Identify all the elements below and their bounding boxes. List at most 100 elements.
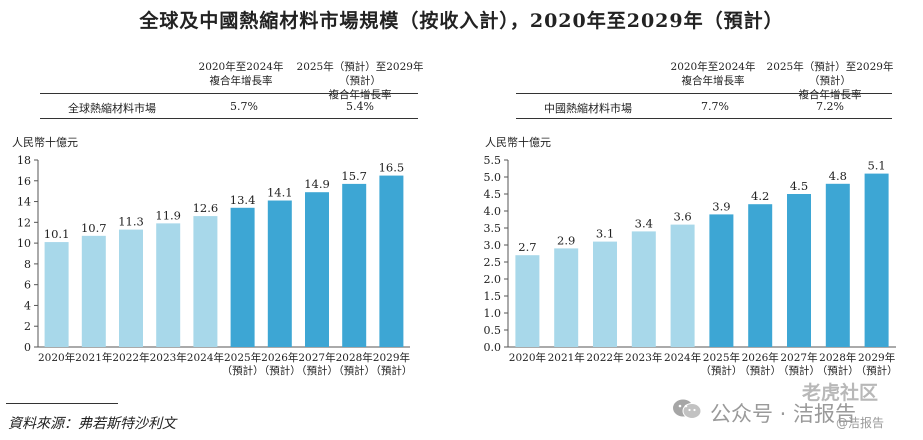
page-title: 全球及中國熱縮材料市場規模（按收入計），2020年至2029年（預計） bbox=[139, 10, 784, 32]
bar-value-label: 3.1 bbox=[596, 227, 614, 241]
bar-value-label: 3.4 bbox=[635, 216, 653, 230]
x-tick-label: 2023年 bbox=[150, 351, 187, 364]
x-tick-label: 2024年 bbox=[664, 351, 701, 364]
cagr-row-label: 中國熱縮材料市場 bbox=[544, 102, 632, 115]
cagr-value-fcst: 5.4% bbox=[346, 100, 374, 113]
bar-value-label: 3.9 bbox=[712, 199, 730, 213]
cagr-row-label: 全球熱縮材料市場 bbox=[68, 102, 156, 115]
bar bbox=[81, 235, 106, 347]
x-tick-label: 2026年 bbox=[742, 351, 779, 364]
y-tick-label: 5.5 bbox=[484, 154, 502, 167]
x-tick-label: 2021年 bbox=[548, 351, 585, 364]
x-tick-label: 2026年 bbox=[261, 351, 298, 364]
y-tick-label: 0.5 bbox=[484, 324, 502, 337]
bar-value-label: 4.2 bbox=[751, 189, 769, 203]
cagr-value-hist: 5.7% bbox=[230, 100, 258, 113]
x-tick-label: （預計） bbox=[700, 364, 742, 377]
y-tick-label: 2 bbox=[24, 320, 31, 333]
x-tick-label: 2027年 bbox=[780, 351, 817, 364]
y-tick-label: 4 bbox=[24, 299, 31, 312]
cagr-table-global: 2020年至2024年 複合年增長率 2025年（預計）至2029年（預計） 複… bbox=[0, 0, 460, 120]
cagr-value-hist: 7.7% bbox=[701, 100, 729, 113]
bar bbox=[631, 231, 656, 347]
bar bbox=[787, 194, 811, 347]
x-tick-label: 2029年 bbox=[373, 351, 410, 364]
bar bbox=[342, 183, 367, 347]
y-tick-label: 4.5 bbox=[484, 188, 502, 201]
x-tick-label: 2022年 bbox=[112, 351, 149, 364]
bar-value-label: 11.9 bbox=[155, 208, 181, 222]
source-rule bbox=[6, 403, 118, 404]
x-tick-label: 2027年 bbox=[298, 351, 335, 364]
x-tick-label: （預計） bbox=[259, 364, 301, 377]
y-tick-label: 5.0 bbox=[484, 171, 502, 184]
y-tick-label: 1.0 bbox=[484, 307, 502, 320]
x-tick-label: 2023年 bbox=[625, 351, 662, 364]
bar bbox=[709, 214, 734, 347]
x-tick-label: 2024年 bbox=[187, 351, 224, 364]
x-tick-label: 2020年 bbox=[38, 351, 75, 364]
bar-value-label: 2.7 bbox=[518, 240, 536, 254]
china-market-bar-chart: 0.0 0.5 1.0 1.5 2.0 2.5 3.0 3.5 4.0 4.5 5.0 5.5 2.7 2… bbox=[484, 154, 898, 377]
bar bbox=[748, 204, 773, 347]
y-axis-label-china: 人民幣十億元 bbox=[485, 136, 551, 149]
x-tick-label: （預計） bbox=[817, 364, 859, 377]
y-axis-label-global: 人民幣十億元 bbox=[12, 136, 78, 149]
bar-value-label: 11.3 bbox=[118, 215, 144, 229]
y-tick-label: 1.5 bbox=[484, 290, 502, 303]
bar-value-label: 5.1 bbox=[867, 159, 885, 173]
y-tick-label: 2.0 bbox=[484, 273, 502, 286]
x-tick-label: （預計） bbox=[296, 364, 338, 377]
watermark-handle: @洁报告 bbox=[836, 416, 885, 430]
bar-value-label: 4.8 bbox=[829, 169, 847, 183]
bar bbox=[156, 223, 181, 347]
y-tick-label: 3.5 bbox=[484, 222, 502, 235]
y-tick-label: 18 bbox=[17, 154, 31, 167]
x-tick-label: 2029年 bbox=[858, 351, 895, 364]
y-tick-label: 12 bbox=[17, 216, 31, 229]
cagr-rule-top bbox=[516, 93, 892, 94]
watermark-text: 公众号 · 洁报告 bbox=[710, 402, 857, 426]
y-tick-label: 16 bbox=[17, 175, 31, 188]
bar-value-label: 15.7 bbox=[341, 169, 367, 183]
bar-value-label: 3.6 bbox=[673, 210, 691, 224]
bar-value-label: 14.9 bbox=[304, 177, 330, 191]
source-note: 資料來源：弗若斯特沙利文 bbox=[8, 416, 176, 432]
y-tick-label: 14 bbox=[17, 196, 31, 209]
x-tick-label: 2025年 bbox=[224, 351, 261, 364]
y-tick-label: 4.0 bbox=[484, 205, 502, 218]
bar bbox=[593, 241, 617, 347]
cagr-value-fcst: 7.2% bbox=[816, 100, 844, 113]
bar bbox=[554, 248, 579, 347]
bar-value-label: 14.1 bbox=[267, 186, 293, 200]
bar-value-label: 2.9 bbox=[557, 233, 575, 247]
y-tick-label: 6 bbox=[24, 279, 31, 292]
y-tick-label: 10 bbox=[17, 237, 31, 250]
y-tick-label: 0 bbox=[24, 341, 31, 354]
cagr-rule-bottom bbox=[516, 118, 892, 119]
bar-value-label: 13.4 bbox=[230, 193, 256, 207]
bar-value-label: 10.1 bbox=[44, 227, 70, 241]
x-tick-label: （預計） bbox=[222, 364, 264, 377]
bar bbox=[379, 175, 404, 347]
wechat-icon bbox=[673, 399, 702, 419]
x-tick-label: （預計） bbox=[739, 364, 781, 377]
cagr-rule-bottom bbox=[40, 118, 418, 119]
global-market-bar-chart: 0 2 4 6 8 10 12 14 16 18 10.1 2020年 10.7 2021年 11.3 202… bbox=[17, 154, 412, 377]
x-tick-label: （預計） bbox=[333, 364, 375, 377]
watermark: 公众号 · 洁报告 老虎社区 @洁报告 bbox=[672, 382, 917, 434]
bar bbox=[305, 192, 329, 347]
y-tick-label: 2.5 bbox=[484, 256, 502, 269]
bar bbox=[864, 173, 889, 347]
cagr-header-2020-2024: 2020年至2024年 複合年增長率 bbox=[670, 61, 756, 87]
x-tick-label: （預計） bbox=[856, 364, 898, 377]
y-tick-label: 3.0 bbox=[484, 239, 502, 252]
bar bbox=[515, 255, 540, 347]
y-tick-label: 0.0 bbox=[484, 341, 502, 354]
cagr-header-2020-2024: 2020年至2024年 複合年增長率 bbox=[198, 61, 284, 87]
bar bbox=[119, 229, 143, 347]
y-tick-label: 8 bbox=[24, 258, 31, 271]
cagr-header-2025-2029: 2025年（預計）至2029年（預計） 複合年增長率 bbox=[766, 61, 894, 101]
x-tick-label: （預計） bbox=[370, 364, 412, 377]
x-tick-label: 2020年 bbox=[509, 351, 546, 364]
